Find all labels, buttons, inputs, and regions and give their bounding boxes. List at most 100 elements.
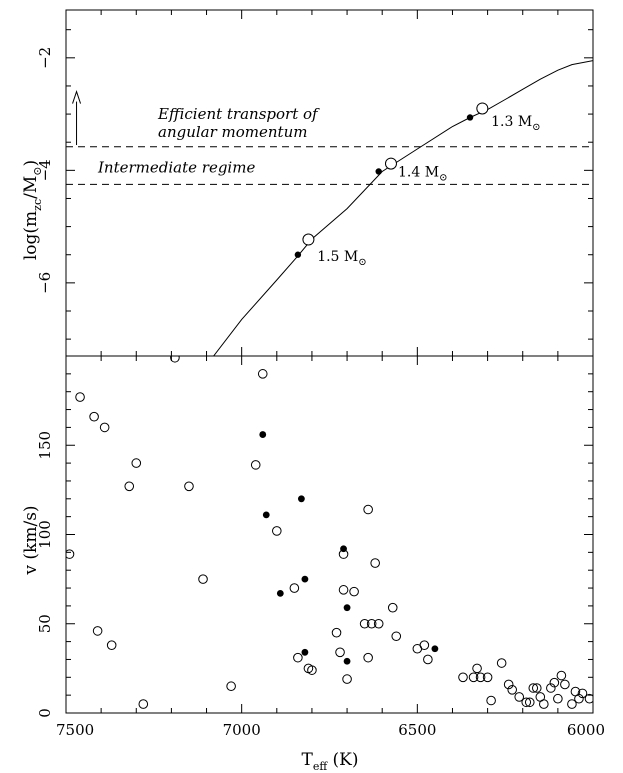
open-point: [373, 618, 384, 629]
open-point: [66, 549, 75, 559]
open-point: [106, 640, 117, 650]
bottom-y-tick-label: 50: [36, 614, 54, 633]
top-panel-frame: [65, 9, 594, 357]
bottom-plot-area: [66, 356, 593, 709]
open-point: [370, 558, 380, 568]
top-plot-area: [66, 60, 593, 356]
x-tick-label: 6500: [398, 721, 436, 739]
open-point: [293, 652, 303, 663]
curve-filled-point: [294, 251, 302, 258]
open-point: [486, 695, 496, 706]
open-point: [458, 672, 468, 683]
open-point: [560, 679, 570, 690]
x-axis-label: Teff (K): [301, 750, 358, 773]
annotation-angular-momentum: angular momentum: [158, 123, 307, 141]
x-tick-label: 7000: [223, 721, 261, 739]
filled-point: [301, 648, 309, 656]
curve-open-point: [476, 102, 489, 115]
open-point: [514, 692, 525, 702]
open-point: [507, 684, 517, 695]
arrow-head: [72, 89, 82, 104]
open-point: [363, 652, 373, 663]
open-point: [99, 422, 110, 433]
filled-point: [301, 575, 309, 583]
open-point: [338, 585, 349, 595]
open-point: [391, 631, 402, 642]
open-point: [131, 458, 142, 468]
top-y-tick-label: −2: [36, 47, 54, 69]
open-point: [539, 699, 549, 709]
filled-point: [431, 645, 439, 653]
curve-open-point: [384, 157, 397, 170]
open-point: [307, 665, 317, 675]
open-point: [335, 647, 345, 658]
open-point: [124, 481, 135, 492]
open-point: [198, 574, 208, 584]
open-point: [89, 411, 99, 422]
open-point: [92, 626, 103, 636]
open-point: [331, 627, 342, 638]
open-point: [272, 526, 282, 536]
curve-filled-point: [466, 114, 474, 121]
open-point: [496, 658, 507, 668]
open-point: [363, 504, 373, 515]
annotation-efficient-transport: Efficient transport of: [157, 105, 320, 123]
open-point: [521, 697, 532, 708]
mass-label: 1.3 M⊙: [491, 114, 540, 133]
open-point: [546, 683, 556, 693]
curve-filled-point: [375, 168, 382, 175]
bottom-panel-frame: [65, 355, 594, 714]
open-point: [577, 688, 588, 699]
bottom-y-axis-label: v (km/s): [21, 505, 41, 575]
open-point: [419, 640, 430, 650]
open-point: [468, 672, 479, 683]
bottom-y-tick-label: 0: [36, 708, 54, 718]
open-point: [528, 683, 539, 693]
open-point: [75, 392, 85, 402]
top-y-tick-label: −4: [36, 159, 54, 181]
open-point: [584, 693, 593, 704]
open-point: [349, 586, 359, 597]
open-point: [184, 481, 194, 492]
open-point: [170, 356, 180, 363]
open-point: [289, 583, 300, 593]
bottom-panel: 7500 7000 6500 6000 0 50 100 150: [36, 355, 605, 739]
mass-label: 1.4 M⊙: [398, 164, 447, 183]
open-point: [138, 699, 149, 709]
annotation-intermediate-regime: Intermediate regime: [97, 159, 255, 177]
open-point: [359, 618, 370, 629]
mass-label: 1.5 M⊙: [317, 249, 366, 268]
open-point: [342, 674, 352, 684]
zone-mass-curve: [213, 60, 593, 356]
open-point: [553, 693, 563, 704]
top-y-tick-label: −6: [36, 272, 54, 294]
open-point: [250, 460, 261, 470]
curve-open-point: [302, 233, 315, 246]
filled-point: [340, 545, 347, 553]
bottom-y-tick-label: 100: [36, 520, 54, 549]
x-tick-label: 7500: [56, 721, 94, 739]
open-point: [257, 369, 268, 379]
open-point: [574, 693, 584, 704]
open-point: [475, 672, 486, 683]
top-y-axis-label: log(mzc/M⊙): [21, 160, 44, 260]
filled-point: [259, 431, 267, 438]
open-point: [482, 672, 493, 683]
open-point: [524, 697, 535, 708]
bottom-y-tick-label: 150: [36, 431, 54, 460]
open-point: [567, 699, 577, 709]
x-tick-label: 6000: [567, 721, 605, 739]
filled-point: [343, 604, 351, 612]
open-point: [503, 679, 514, 690]
open-point: [423, 654, 433, 665]
filled-point: [297, 495, 305, 503]
open-point: [387, 602, 398, 613]
filled-point: [343, 657, 351, 665]
open-point: [226, 681, 236, 692]
open-point: [549, 677, 560, 688]
open-point: [366, 618, 377, 629]
open-point: [531, 683, 542, 693]
open-point: [556, 670, 567, 681]
